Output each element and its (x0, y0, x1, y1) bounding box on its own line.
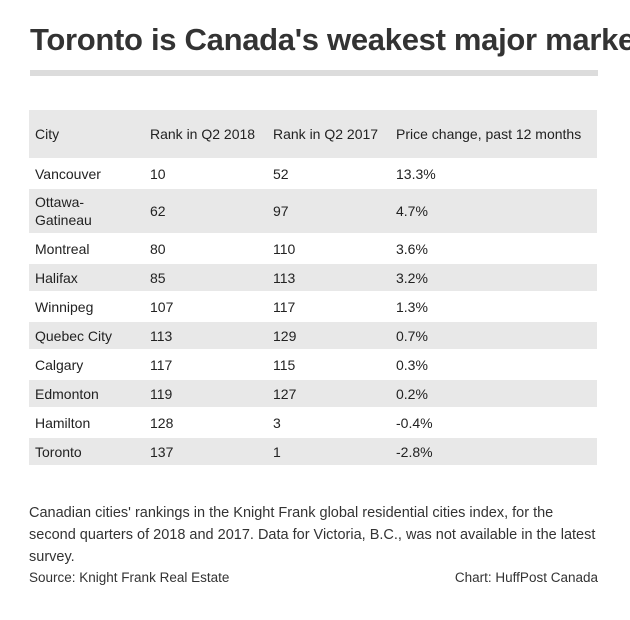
city-cell: Hamilton (29, 408, 144, 438)
city-cell: Ottawa- Gatineau (29, 188, 144, 235)
city-cell: Toronto (29, 437, 144, 467)
source-note: Source: Knight Frank Real Estate (29, 570, 230, 585)
table-body: Vancouver 10 52 13.3% Ottawa- Gatineau 62 97 4.7… (29, 159, 597, 467)
chart-credit: Chart: HuffPost Canada (454, 570, 598, 585)
table-row: Ottawa- Gatineau 62 97 4.7% (29, 188, 597, 235)
city-cell: Calgary (29, 350, 144, 380)
rank-2017-cell: 113 (267, 263, 390, 293)
table-row: Edmonton 119 127 0.2% (29, 379, 597, 409)
price-change-cell: 1.3% (390, 292, 597, 322)
table-row: Toronto 137 1 -2.8% (29, 437, 597, 467)
table-header-row: City Rank in Q2 2018 Rank in Q2 2017 Pri… (29, 110, 597, 160)
table-row: Quebec City 113 129 0.7% (29, 321, 597, 351)
rank-2017-cell: 127 (267, 379, 390, 409)
price-change-cell: 13.3% (390, 159, 597, 189)
city-cell: Edmonton (29, 379, 144, 409)
rank-2018-cell: 137 (144, 437, 267, 467)
table-row: Vancouver 10 52 13.3% (29, 159, 597, 189)
city-cell: Vancouver (29, 159, 144, 189)
rank-2018-cell: 117 (144, 350, 267, 380)
price-change-cell: -2.8% (390, 437, 597, 467)
rank-2017-cell: 129 (267, 321, 390, 351)
price-change-cell: -0.4% (390, 408, 597, 438)
table-row: Hamilton 128 3 -0.4% (29, 408, 597, 438)
city-cell: Montreal (29, 234, 144, 264)
rank-2017-cell: 97 (267, 188, 390, 235)
column-header-city: City (29, 110, 144, 160)
city-cell: Quebec City (29, 321, 144, 351)
title-divider (30, 70, 598, 76)
price-change-cell: 0.3% (390, 350, 597, 380)
rank-2018-cell: 85 (144, 263, 267, 293)
rank-2018-cell: 80 (144, 234, 267, 264)
rank-2018-cell: 10 (144, 159, 267, 189)
price-change-cell: 3.6% (390, 234, 597, 264)
rank-2018-cell: 107 (144, 292, 267, 322)
table-row: Winnipeg 107 117 1.3% (29, 292, 597, 322)
chart-description: Canadian cities' rankings in the Knight … (29, 505, 596, 565)
rank-2018-cell: 62 (144, 188, 267, 235)
chart-title: Toronto is Canada's weakest major market (30, 22, 630, 57)
city-cell: Winnipeg (29, 292, 144, 322)
column-header-rank-2018: Rank in Q2 2018 (144, 110, 267, 160)
rank-2018-cell: 113 (144, 321, 267, 351)
price-change-cell: 0.7% (390, 321, 597, 351)
table-row: Montreal 80 110 3.6% (29, 234, 597, 264)
column-header-price-change: Price change, past 12 months (390, 110, 597, 160)
rankings-table: City Rank in Q2 2018 Rank in Q2 2017 Pri… (29, 110, 597, 467)
city-cell: Halifax (29, 263, 144, 293)
rank-2017-cell: 115 (267, 350, 390, 380)
column-header-rank-2017: Rank in Q2 2017 (267, 110, 390, 160)
rank-2017-cell: 1 (267, 437, 390, 467)
rank-2018-cell: 128 (144, 408, 267, 438)
price-change-cell: 4.7% (390, 188, 597, 235)
table-row: Halifax 85 113 3.2% (29, 263, 597, 293)
price-change-cell: 3.2% (390, 263, 597, 293)
rank-2017-cell: 3 (267, 408, 390, 438)
rank-2017-cell: 117 (267, 292, 390, 322)
rank-2017-cell: 110 (267, 234, 390, 264)
rank-2018-cell: 119 (144, 379, 267, 409)
price-change-cell: 0.2% (390, 379, 597, 409)
rank-2017-cell: 52 (267, 159, 390, 189)
table-row: Calgary 117 115 0.3% (29, 350, 597, 380)
